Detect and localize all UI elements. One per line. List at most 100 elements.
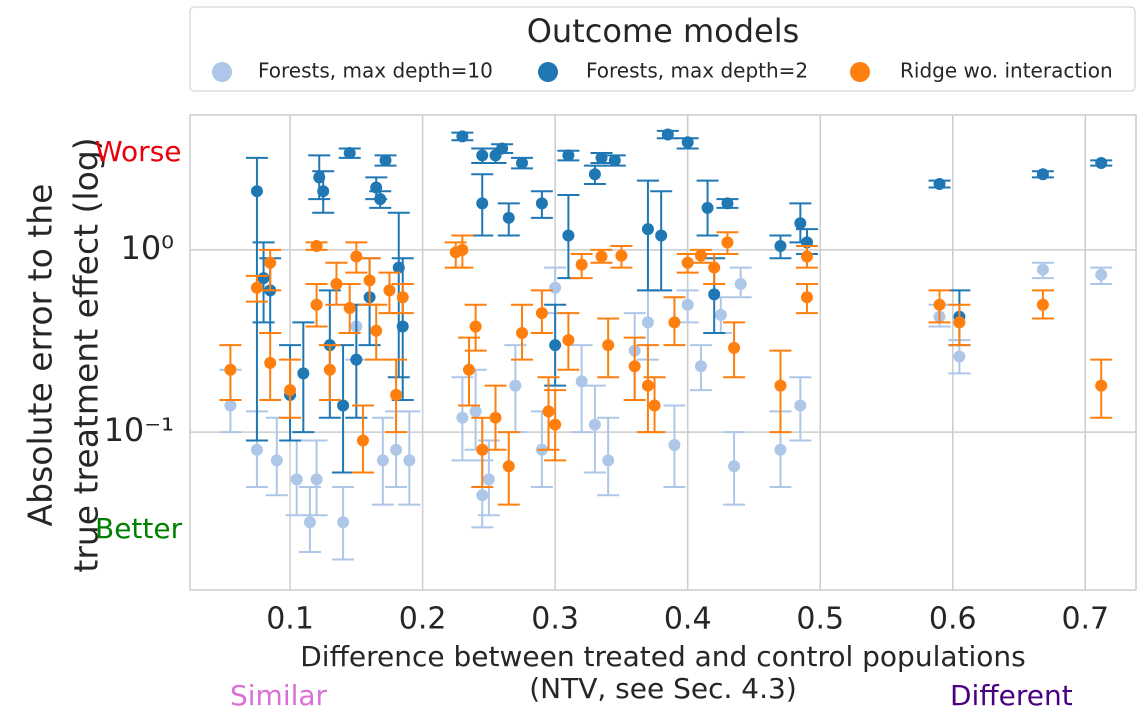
point	[390, 388, 403, 401]
point	[602, 454, 615, 467]
annotation: Worse	[95, 135, 182, 168]
point	[641, 223, 654, 236]
grid	[190, 115, 1137, 590]
error-bar	[570, 344, 593, 434]
y-tick-label: 10⁻¹	[104, 411, 174, 449]
point	[774, 240, 787, 253]
y-axis-label: true treatment effect (log)	[67, 137, 106, 572]
point	[953, 316, 966, 329]
point	[376, 454, 389, 467]
x-tick-label: 0.4	[664, 602, 712, 637]
point	[396, 291, 409, 304]
legend: Outcome models Forests, max depth=10 Fore…	[189, 6, 1136, 92]
point	[350, 353, 363, 366]
point	[728, 341, 741, 354]
point	[270, 454, 283, 467]
point	[469, 405, 482, 418]
point	[330, 277, 343, 290]
point	[641, 379, 654, 392]
error-bar	[259, 248, 282, 292]
series	[245, 128, 1113, 474]
point	[469, 320, 482, 333]
point	[721, 197, 734, 210]
x-axis-label: (NTV, see Sec. 4.3)	[529, 672, 797, 705]
point	[310, 240, 323, 253]
point	[728, 460, 741, 473]
point	[1095, 268, 1108, 281]
point	[476, 489, 489, 502]
point	[489, 411, 502, 424]
point	[774, 379, 787, 392]
point	[350, 250, 363, 263]
annotation: Different	[950, 679, 1073, 712]
point	[549, 339, 562, 352]
y-axis-label: Absolute error to the	[21, 184, 60, 527]
plot-frame	[189, 114, 1137, 591]
point	[383, 284, 396, 297]
x-tick-label: 0.6	[929, 602, 977, 637]
point	[549, 281, 562, 294]
point	[595, 250, 608, 263]
point	[800, 291, 813, 304]
point	[714, 308, 727, 321]
legend-label: Ridge wo. interaction	[900, 59, 1113, 83]
point	[476, 149, 489, 162]
point	[317, 185, 330, 198]
point	[456, 243, 469, 256]
point	[681, 136, 694, 149]
point	[602, 339, 615, 352]
point	[456, 411, 469, 424]
point	[694, 249, 707, 262]
series	[219, 231, 1113, 506]
legend-marker	[538, 62, 558, 82]
point	[379, 154, 392, 167]
x-tick-label: 0.1	[266, 602, 314, 637]
point	[370, 324, 383, 337]
point	[648, 399, 661, 412]
point	[456, 130, 469, 143]
point	[641, 316, 654, 329]
point	[708, 261, 721, 274]
point	[343, 147, 356, 160]
point	[323, 363, 336, 376]
annotation: Similar	[230, 679, 328, 712]
point	[794, 399, 807, 412]
point	[542, 405, 555, 418]
point	[535, 307, 548, 320]
point	[1036, 263, 1049, 276]
legend-box	[189, 6, 1136, 92]
marks	[219, 128, 1113, 561]
point	[588, 418, 601, 431]
point	[1036, 168, 1049, 181]
point	[396, 320, 409, 333]
point	[313, 171, 326, 184]
point	[708, 288, 721, 301]
point	[224, 363, 237, 376]
point	[290, 473, 303, 486]
point	[310, 473, 323, 486]
point	[562, 149, 575, 162]
point	[509, 379, 522, 392]
point	[1036, 298, 1049, 311]
point	[516, 156, 529, 169]
point	[476, 443, 489, 456]
point	[297, 367, 310, 380]
point	[734, 277, 747, 290]
point	[374, 193, 387, 206]
point	[390, 443, 403, 456]
point	[496, 142, 509, 155]
point	[462, 363, 475, 376]
point	[668, 316, 681, 329]
legend-label: Forests, max depth=2	[586, 59, 808, 83]
point	[502, 460, 515, 473]
point	[681, 298, 694, 311]
point	[476, 197, 489, 210]
point	[681, 256, 694, 269]
point	[661, 128, 674, 141]
point	[310, 298, 323, 311]
point	[303, 516, 316, 529]
point	[502, 211, 515, 224]
point	[628, 360, 641, 373]
x-tick-label: 0.3	[531, 602, 579, 637]
